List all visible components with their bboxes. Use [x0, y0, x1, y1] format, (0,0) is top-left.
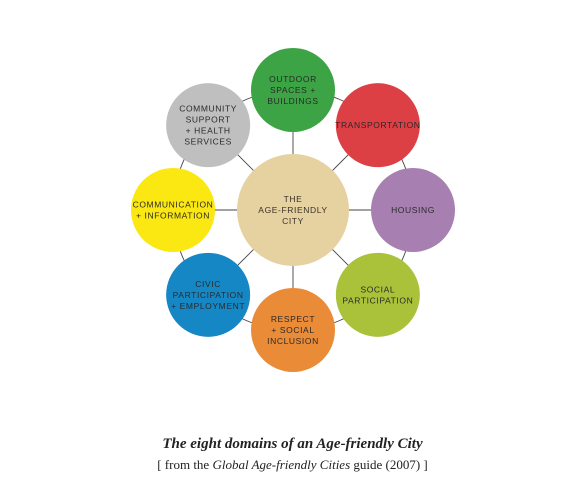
domain-label-line: INCLUSION — [267, 336, 319, 346]
domain-label-line: + HEALTH — [186, 126, 231, 136]
domain-label-line: HOUSING — [391, 205, 435, 215]
center-node: THE AGE-FRIENDLY CITY — [237, 154, 349, 266]
domain-label-transportation: TRANSPORTATION — [335, 120, 420, 130]
domain-label-line: SPACES + — [270, 85, 316, 95]
domain-label-line: PARTICIPATION — [173, 290, 244, 300]
caption-source-prefix: [ from the — [157, 457, 213, 472]
domain-circle-communication — [131, 168, 215, 252]
center-label: THE AGE-FRIENDLY CITY — [258, 194, 327, 226]
domain-node-transportation: TRANSPORTATION — [335, 83, 420, 168]
domain-circle-civic — [166, 252, 251, 337]
domain-label-social-participation: SOCIAL PARTICIPATION — [342, 284, 413, 305]
domain-label-line: PARTICIPATION — [342, 295, 413, 305]
domain-circle-transportation — [335, 83, 420, 168]
domain-node-social-participation: SOCIAL PARTICIPATION — [335, 252, 420, 337]
domain-nodes: OUTDOOR SPACES + BUILDINGS TRANSPORTATION HO… — [131, 48, 455, 372]
caption-source-suffix: guide (2007) ] — [350, 457, 428, 472]
domain-label-line: CIVIC — [195, 279, 221, 289]
domain-label-line: TRANSPORTATION — [335, 120, 420, 130]
domain-label-line: SUPPORT — [186, 115, 231, 125]
domain-node-housing: HOUSING — [371, 168, 455, 252]
domain-label-line: OUTDOOR — [269, 74, 317, 84]
center-label-line: AGE-FRIENDLY — [258, 205, 327, 215]
domain-label-line: + INFORMATION — [136, 211, 210, 221]
domain-label-respect: RESPECT + SOCIAL INCLUSION — [267, 314, 319, 346]
center-circle — [237, 154, 349, 266]
domain-label-line: BUILDINGS — [267, 96, 318, 106]
age-friendly-diagram: THE AGE-FRIENDLY CITY OUTDOOR SPACES + BUILD… — [131, 48, 455, 372]
caption-source-italic: Global Age-friendly Cities — [212, 457, 351, 472]
domain-circle-outdoor — [251, 48, 335, 132]
domain-label-outdoor: OUTDOOR SPACES + BUILDINGS — [267, 74, 318, 106]
domain-node-outdoor: OUTDOOR SPACES + BUILDINGS — [251, 48, 335, 132]
domain-node-civic: CIVIC PARTICIPATION + EMPLOYMENT — [166, 252, 251, 337]
domain-label-line: + EMPLOYMENT — [171, 301, 245, 311]
domain-node-communication: COMMUNICATION + INFORMATION — [131, 168, 215, 252]
domain-circle-social-participation — [335, 252, 420, 337]
domain-node-respect: RESPECT + SOCIAL INCLUSION — [251, 288, 335, 372]
center-label-line: CITY — [282, 216, 304, 226]
domain-node-community: COMMUNITY SUPPORT + HEALTH SERVICES — [166, 83, 251, 168]
domain-label-line: SOCIAL — [360, 284, 395, 294]
domain-label-line: + SOCIAL — [271, 325, 314, 335]
domain-label-line: RESPECT — [271, 314, 315, 324]
domain-label-line: COMMUNITY — [179, 104, 237, 114]
domain-label-housing: HOUSING — [391, 205, 435, 215]
domain-label-line: COMMUNICATION — [133, 200, 214, 210]
caption-source: [ from the Global Age-friendly Cities gu… — [0, 457, 585, 473]
domain-label-line: SERVICES — [184, 137, 232, 147]
domain-circle-respect — [251, 288, 335, 372]
caption-title: The eight domains of an Age-friendly Cit… — [162, 436, 423, 452]
center-label-line: THE — [284, 194, 303, 204]
domain-label-community: COMMUNITY SUPPORT + HEALTH SERVICES — [179, 104, 237, 147]
domain-circle-housing — [371, 168, 455, 252]
domain-label-communication: COMMUNICATION + INFORMATION — [133, 200, 214, 221]
domain-circle-community — [166, 83, 251, 168]
domain-label-civic: CIVIC PARTICIPATION + EMPLOYMENT — [171, 279, 245, 311]
